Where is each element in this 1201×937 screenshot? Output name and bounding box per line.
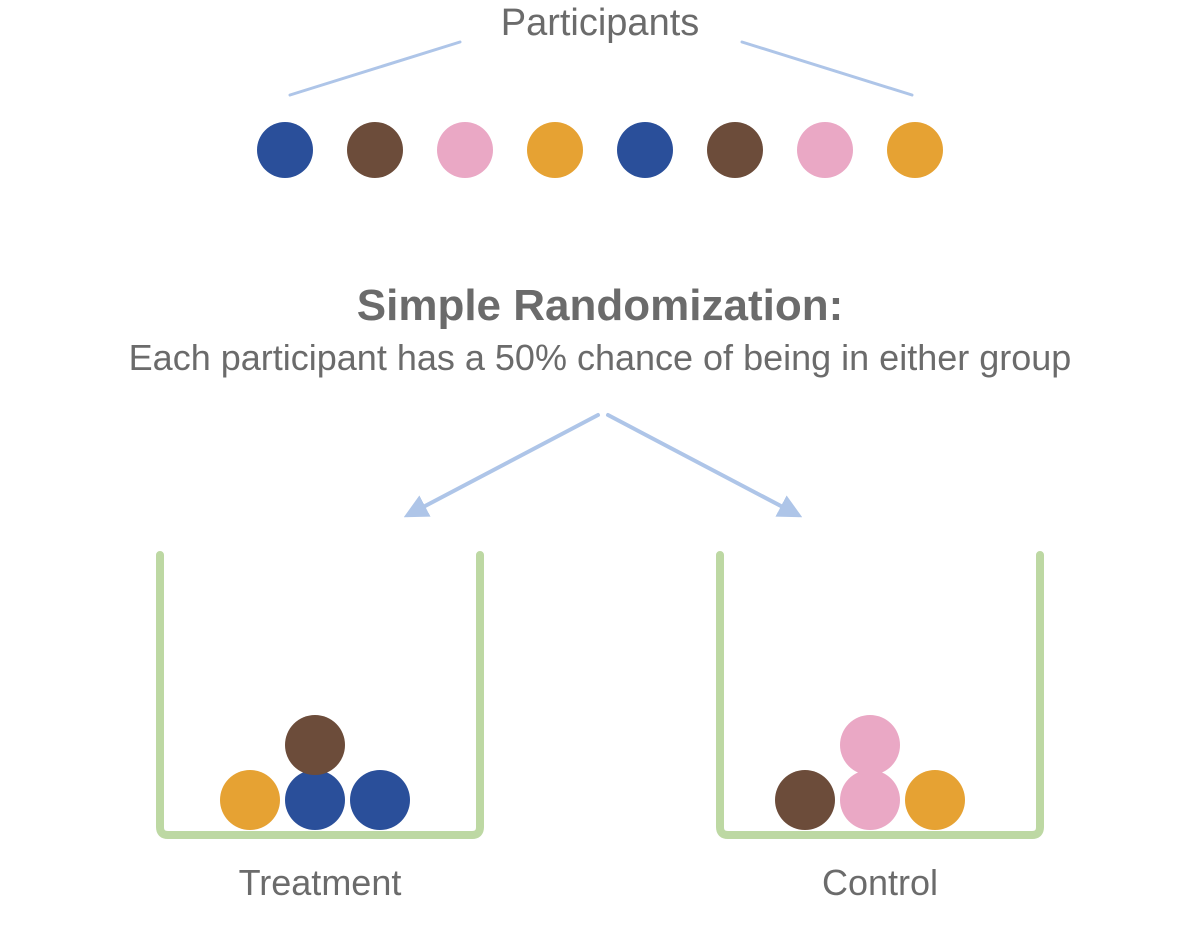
heading-text: Simple Randomization: [357, 281, 843, 330]
control-circle [840, 715, 900, 775]
treatment-circle [285, 715, 345, 775]
participant-circle [707, 122, 763, 178]
randomization-diagram: Participants Simple Randomization: Each pa… [0, 0, 1201, 937]
participant-circle [797, 122, 853, 178]
subheading-text: Each participant has a 50% chance of bei… [129, 337, 1072, 378]
treatment-label: Treatment [239, 862, 402, 903]
treatment-circle [285, 770, 345, 830]
participant-circle [347, 122, 403, 178]
treatment-circle [350, 770, 410, 830]
participants-line-left [290, 42, 460, 95]
split-arrow-right [608, 415, 798, 515]
participant-circle [617, 122, 673, 178]
control-circle [775, 770, 835, 830]
participants-line-right [742, 42, 912, 95]
participant-circle [887, 122, 943, 178]
participant-circle [437, 122, 493, 178]
split-arrow-left [408, 415, 598, 515]
participant-circle [257, 122, 313, 178]
treatment-circle [220, 770, 280, 830]
control-circle [840, 770, 900, 830]
participant-circle [527, 122, 583, 178]
participants-label: Participants [501, 2, 700, 44]
control-circle [905, 770, 965, 830]
control-label: Control [822, 862, 938, 903]
